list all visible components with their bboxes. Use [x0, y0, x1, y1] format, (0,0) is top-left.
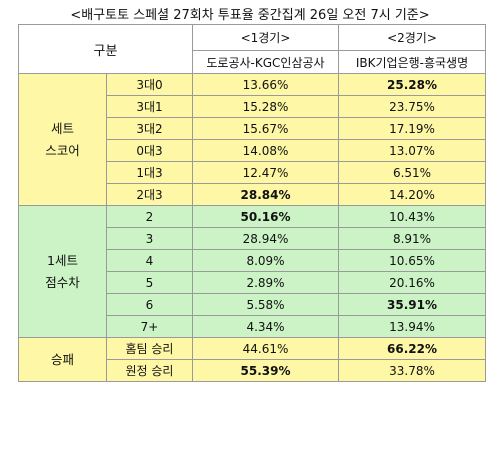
game1-rate: 28.94%: [192, 227, 339, 250]
option-cell: 6: [106, 293, 193, 316]
game1-rate: 4.34%: [192, 315, 339, 338]
game1-rate: 50.16%: [192, 205, 339, 228]
option-cell: 홈팀 승리: [106, 337, 193, 360]
option-cell: 5: [106, 271, 193, 294]
group-label-win-loss: 승패: [18, 337, 107, 382]
group-label-line1: 1세트: [47, 252, 78, 268]
group-label-set-score: 세트 스코어: [18, 73, 107, 206]
game1-rate: 8.09%: [192, 249, 339, 272]
vote-rate-table: 구분 <1경기> <2경기> 도로공사-KGC인삼공사 IBK기업은행-흥국생명…: [18, 24, 486, 382]
option-cell: 4: [106, 249, 193, 272]
option-cell: 3대2: [106, 117, 193, 140]
option-cell: 1대3: [106, 161, 193, 184]
group-label-line1: 세트: [50, 120, 74, 136]
group-label-first-set-margin: 1세트 점수차: [18, 205, 107, 338]
game1-rate: 28.84%: [192, 183, 339, 206]
game2-rate: 14.20%: [338, 183, 486, 206]
game1-rate: 44.61%: [192, 337, 339, 360]
game1-rate: 5.58%: [192, 293, 339, 316]
game2-rate: 20.16%: [338, 271, 486, 294]
game2-rate: 25.28%: [338, 73, 486, 96]
game2-rate: 10.43%: [338, 205, 486, 228]
option-cell: 0대3: [106, 139, 193, 162]
option-cell: 7+: [106, 315, 193, 338]
game2-rate: 23.75%: [338, 95, 486, 118]
option-cell: 2대3: [106, 183, 193, 206]
header-game2-teams: IBK기업은행-흥국생명: [338, 50, 486, 74]
game1-rate: 14.08%: [192, 139, 339, 162]
game1-rate: 2.89%: [192, 271, 339, 294]
option-cell: 원정 승리: [106, 359, 193, 382]
group-label-line1: 승패: [50, 351, 74, 367]
game1-rate: 13.66%: [192, 73, 339, 96]
game2-rate: 6.51%: [338, 161, 486, 184]
option-cell: 3: [106, 227, 193, 250]
game2-rate: 10.65%: [338, 249, 486, 272]
game1-rate: 15.28%: [192, 95, 339, 118]
header-game1-label: <1경기>: [192, 24, 339, 51]
option-cell: 2: [106, 205, 193, 228]
game2-rate: 66.22%: [338, 337, 486, 360]
game2-rate: 33.78%: [338, 359, 486, 382]
game2-rate: 35.91%: [338, 293, 486, 316]
option-cell: 3대0: [106, 73, 193, 96]
header-game2-label: <2경기>: [338, 24, 486, 51]
game1-rate: 12.47%: [192, 161, 339, 184]
game2-rate: 13.94%: [338, 315, 486, 338]
game1-rate: 55.39%: [192, 359, 339, 382]
page-title: <배구토토 스페셜 27회차 투표율 중간집계 26일 오전 7시 기준>: [70, 8, 430, 23]
option-cell: 3대1: [106, 95, 193, 118]
group-label-line2: 스코어: [45, 142, 80, 158]
game1-rate: 15.67%: [192, 117, 339, 140]
game2-rate: 17.19%: [338, 117, 486, 140]
header-game1-teams: 도로공사-KGC인삼공사: [192, 50, 339, 74]
game2-rate: 8.91%: [338, 227, 486, 250]
header-category: 구분: [18, 24, 193, 74]
game2-rate: 13.07%: [338, 139, 486, 162]
group-label-line2: 점수차: [45, 274, 80, 290]
